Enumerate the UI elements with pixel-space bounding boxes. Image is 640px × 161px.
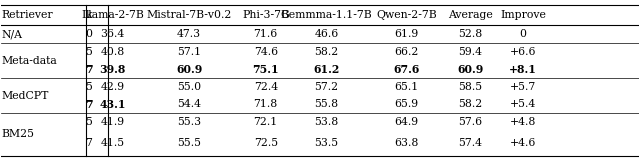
Text: 53.8: 53.8: [314, 117, 339, 127]
Text: Retriever: Retriever: [1, 10, 53, 20]
Text: 61.9: 61.9: [394, 29, 419, 39]
Text: 57.1: 57.1: [177, 47, 201, 57]
Text: 58.2: 58.2: [314, 47, 339, 57]
Text: 40.8: 40.8: [100, 47, 125, 57]
Text: 7: 7: [85, 99, 93, 110]
Text: 36.4: 36.4: [100, 29, 125, 39]
Text: 63.8: 63.8: [394, 138, 419, 148]
Text: 5: 5: [85, 82, 92, 92]
Text: 54.4: 54.4: [177, 99, 201, 109]
Text: +5.4: +5.4: [510, 99, 536, 109]
Text: 67.6: 67.6: [393, 64, 419, 75]
Text: 42.9: 42.9: [100, 82, 125, 92]
Text: 43.1: 43.1: [99, 99, 125, 110]
Text: 41.5: 41.5: [100, 138, 125, 148]
Text: 64.9: 64.9: [394, 117, 419, 127]
Text: 66.2: 66.2: [394, 47, 419, 57]
Text: k: k: [86, 10, 92, 20]
Text: 60.9: 60.9: [176, 64, 202, 75]
Text: 65.9: 65.9: [394, 99, 419, 109]
Text: +4.6: +4.6: [510, 138, 536, 148]
Text: +4.8: +4.8: [510, 117, 536, 127]
Text: 0: 0: [85, 29, 92, 39]
Text: +6.6: +6.6: [510, 47, 536, 57]
Text: 75.1: 75.1: [252, 64, 279, 75]
Text: 71.8: 71.8: [253, 99, 278, 109]
Text: 55.5: 55.5: [177, 138, 201, 148]
Text: 55.0: 55.0: [177, 82, 201, 92]
Text: Improve: Improve: [500, 10, 546, 20]
Text: Meta-data: Meta-data: [1, 56, 57, 66]
Text: 59.4: 59.4: [458, 47, 482, 57]
Text: 72.1: 72.1: [253, 117, 278, 127]
Text: Gemmma-1.1-7B: Gemmma-1.1-7B: [280, 10, 372, 20]
Text: N/A: N/A: [1, 29, 22, 39]
Text: 52.8: 52.8: [458, 29, 482, 39]
Text: Phi-3-7B: Phi-3-7B: [243, 10, 289, 20]
Text: 5: 5: [85, 117, 92, 127]
Text: 57.2: 57.2: [314, 82, 339, 92]
Text: Qwen-2-7B: Qwen-2-7B: [376, 10, 436, 20]
Text: 7: 7: [85, 138, 92, 148]
Text: 71.6: 71.6: [253, 29, 278, 39]
Text: 5: 5: [85, 47, 92, 57]
Text: BM25: BM25: [1, 129, 35, 139]
Text: 39.8: 39.8: [99, 64, 125, 75]
Text: 72.5: 72.5: [253, 138, 278, 148]
Text: 57.6: 57.6: [458, 117, 482, 127]
Text: Average: Average: [448, 10, 492, 20]
Text: 72.4: 72.4: [253, 82, 278, 92]
Text: 58.2: 58.2: [458, 99, 482, 109]
Text: 53.5: 53.5: [314, 138, 339, 148]
Text: 65.1: 65.1: [394, 82, 419, 92]
Text: 57.4: 57.4: [458, 138, 482, 148]
Text: 58.5: 58.5: [458, 82, 482, 92]
Text: Llama-2-7B: Llama-2-7B: [81, 10, 144, 20]
Text: 7: 7: [85, 64, 93, 75]
Text: 55.8: 55.8: [314, 99, 339, 109]
Text: +8.1: +8.1: [509, 64, 537, 75]
Text: 47.3: 47.3: [177, 29, 201, 39]
Text: 0: 0: [520, 29, 527, 39]
Text: +5.7: +5.7: [510, 82, 536, 92]
Text: 74.6: 74.6: [253, 47, 278, 57]
Text: MedCPT: MedCPT: [1, 91, 49, 101]
Text: 55.3: 55.3: [177, 117, 201, 127]
Text: 61.2: 61.2: [313, 64, 340, 75]
Text: 60.9: 60.9: [457, 64, 483, 75]
Text: Mistral-7B-v0.2: Mistral-7B-v0.2: [147, 10, 232, 20]
Text: 41.9: 41.9: [100, 117, 125, 127]
Text: 46.6: 46.6: [314, 29, 339, 39]
